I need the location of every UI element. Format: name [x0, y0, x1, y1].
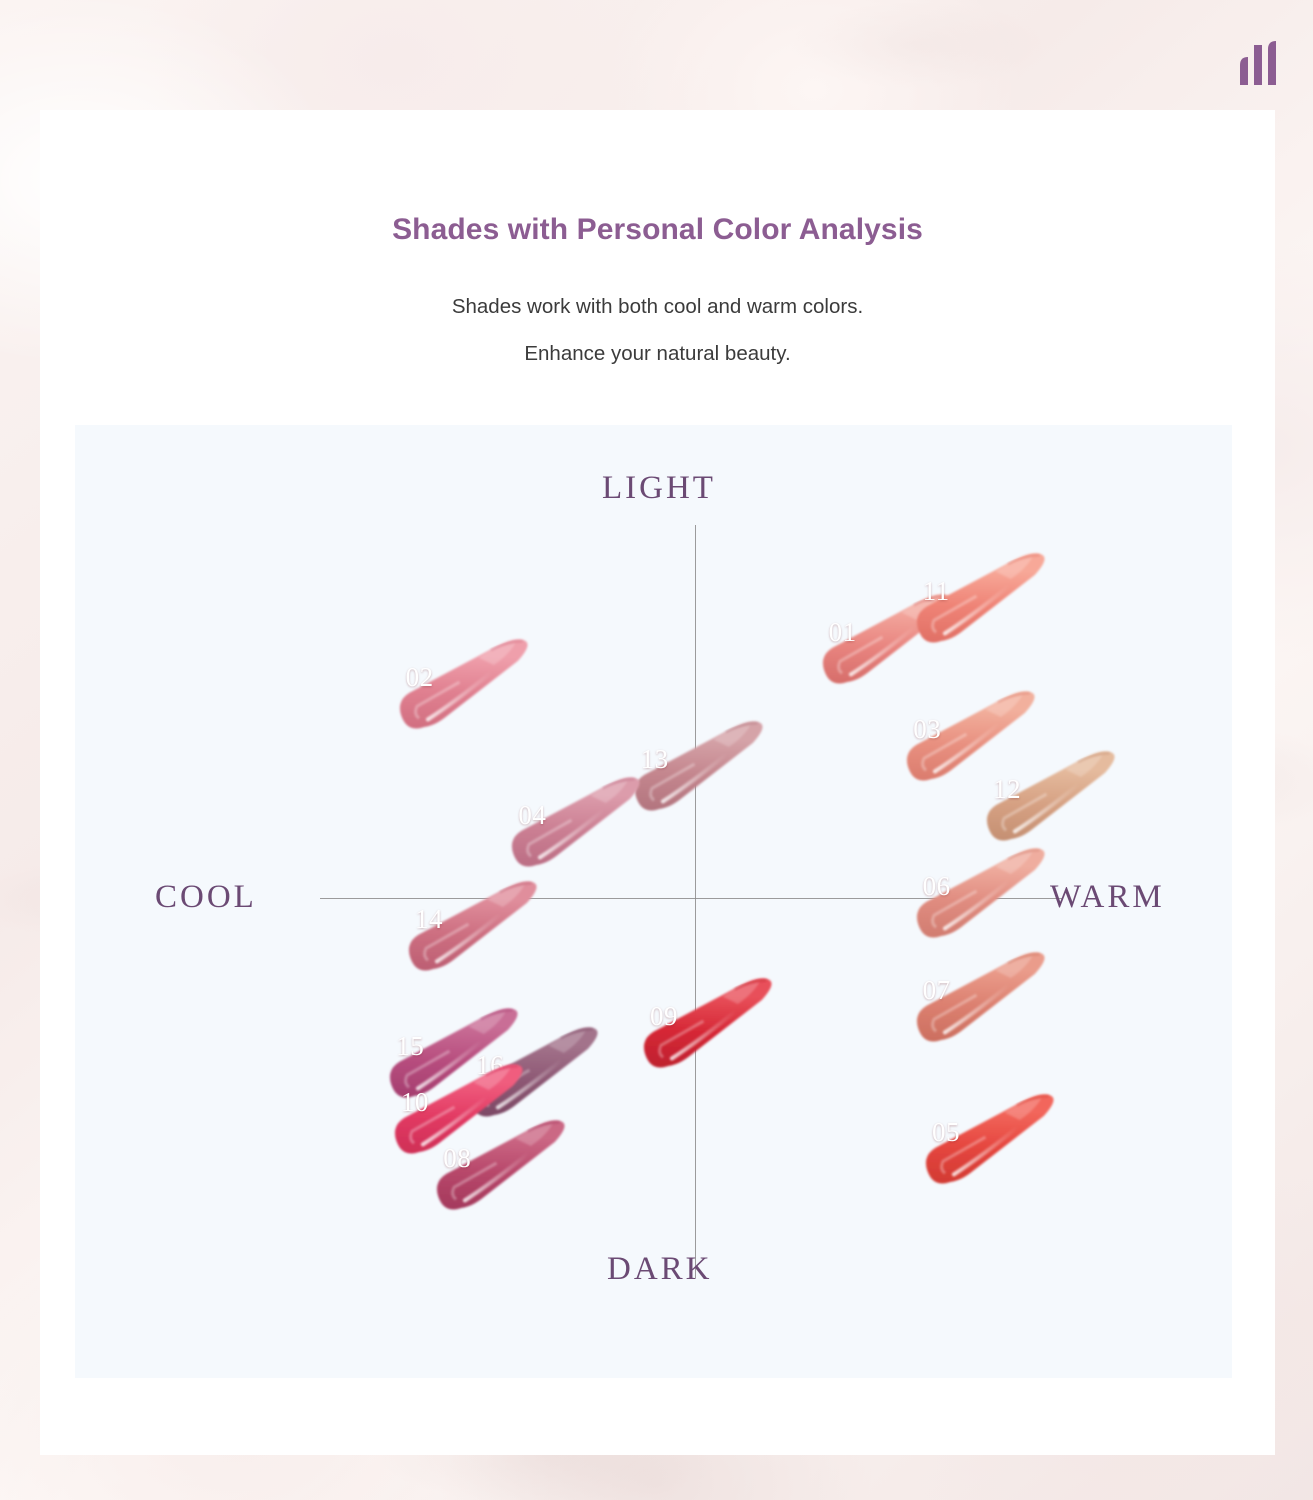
swatch-number: 01	[828, 616, 857, 647]
subtitle-line-2: Enhance your natural beauty.	[524, 342, 791, 365]
subtitle-line-1: Shades work with both cool and warm colo…	[451, 295, 864, 318]
swatch-13[interactable]: 13	[627, 718, 763, 811]
swatch-number: 13	[640, 743, 669, 774]
swatch-11[interactable]: 11	[909, 550, 1045, 643]
horizontal-axis-line	[320, 898, 1063, 899]
swatch-number: 05	[932, 1116, 960, 1147]
swatch-06[interactable]: 06	[909, 845, 1045, 938]
swatch-02[interactable]: 02	[392, 636, 528, 729]
swatch-number: 02	[405, 661, 434, 692]
swatch-number: 11	[922, 575, 950, 606]
swatch-number: 10	[400, 1086, 429, 1117]
swatch-15[interactable]: 15	[382, 1005, 518, 1098]
swatch-number: 09	[650, 1001, 678, 1032]
swatch-number: 15	[396, 1031, 425, 1061]
swatch-number: 14	[415, 904, 443, 935]
swatch-09[interactable]: 09	[636, 975, 772, 1068]
swatch-number: 03	[913, 713, 942, 744]
swatch-14[interactable]: 14	[401, 878, 537, 971]
content-card: Shades with Personal Color Analysis Shad…	[40, 110, 1275, 1455]
swatch-08[interactable]: 08	[429, 1117, 565, 1210]
axis-label-cool: COOL	[155, 879, 257, 915]
swatch-number: 08	[443, 1142, 472, 1173]
swatch-03[interactable]: 03	[899, 688, 1035, 781]
swatch-number: 04	[518, 799, 547, 830]
three-bar-logo-icon	[1232, 33, 1284, 85]
swatch-number: 06	[922, 870, 951, 901]
color-analysis-chart: LIGHT DARK COOL WARM 01 11 03 12 06 07 05 09 13 0…	[75, 425, 1232, 1378]
page-title: Shades with Personal Color Analysis	[392, 213, 923, 246]
swatch-07[interactable]: 07	[909, 949, 1045, 1042]
swatch-05[interactable]: 05	[918, 1091, 1054, 1184]
swatch-04[interactable]: 04	[504, 774, 640, 867]
swatch-number: 07	[922, 975, 951, 1006]
swatch-12[interactable]: 12	[979, 748, 1115, 841]
axis-label-warm: WARM	[1050, 879, 1165, 915]
swatch-number: 12	[993, 773, 1022, 804]
vertical-axis-line	[695, 525, 696, 1278]
axis-label-light: LIGHT	[602, 470, 716, 506]
axis-label-dark: DARK	[607, 1251, 713, 1287]
swatch-10[interactable]: 10	[387, 1061, 523, 1154]
